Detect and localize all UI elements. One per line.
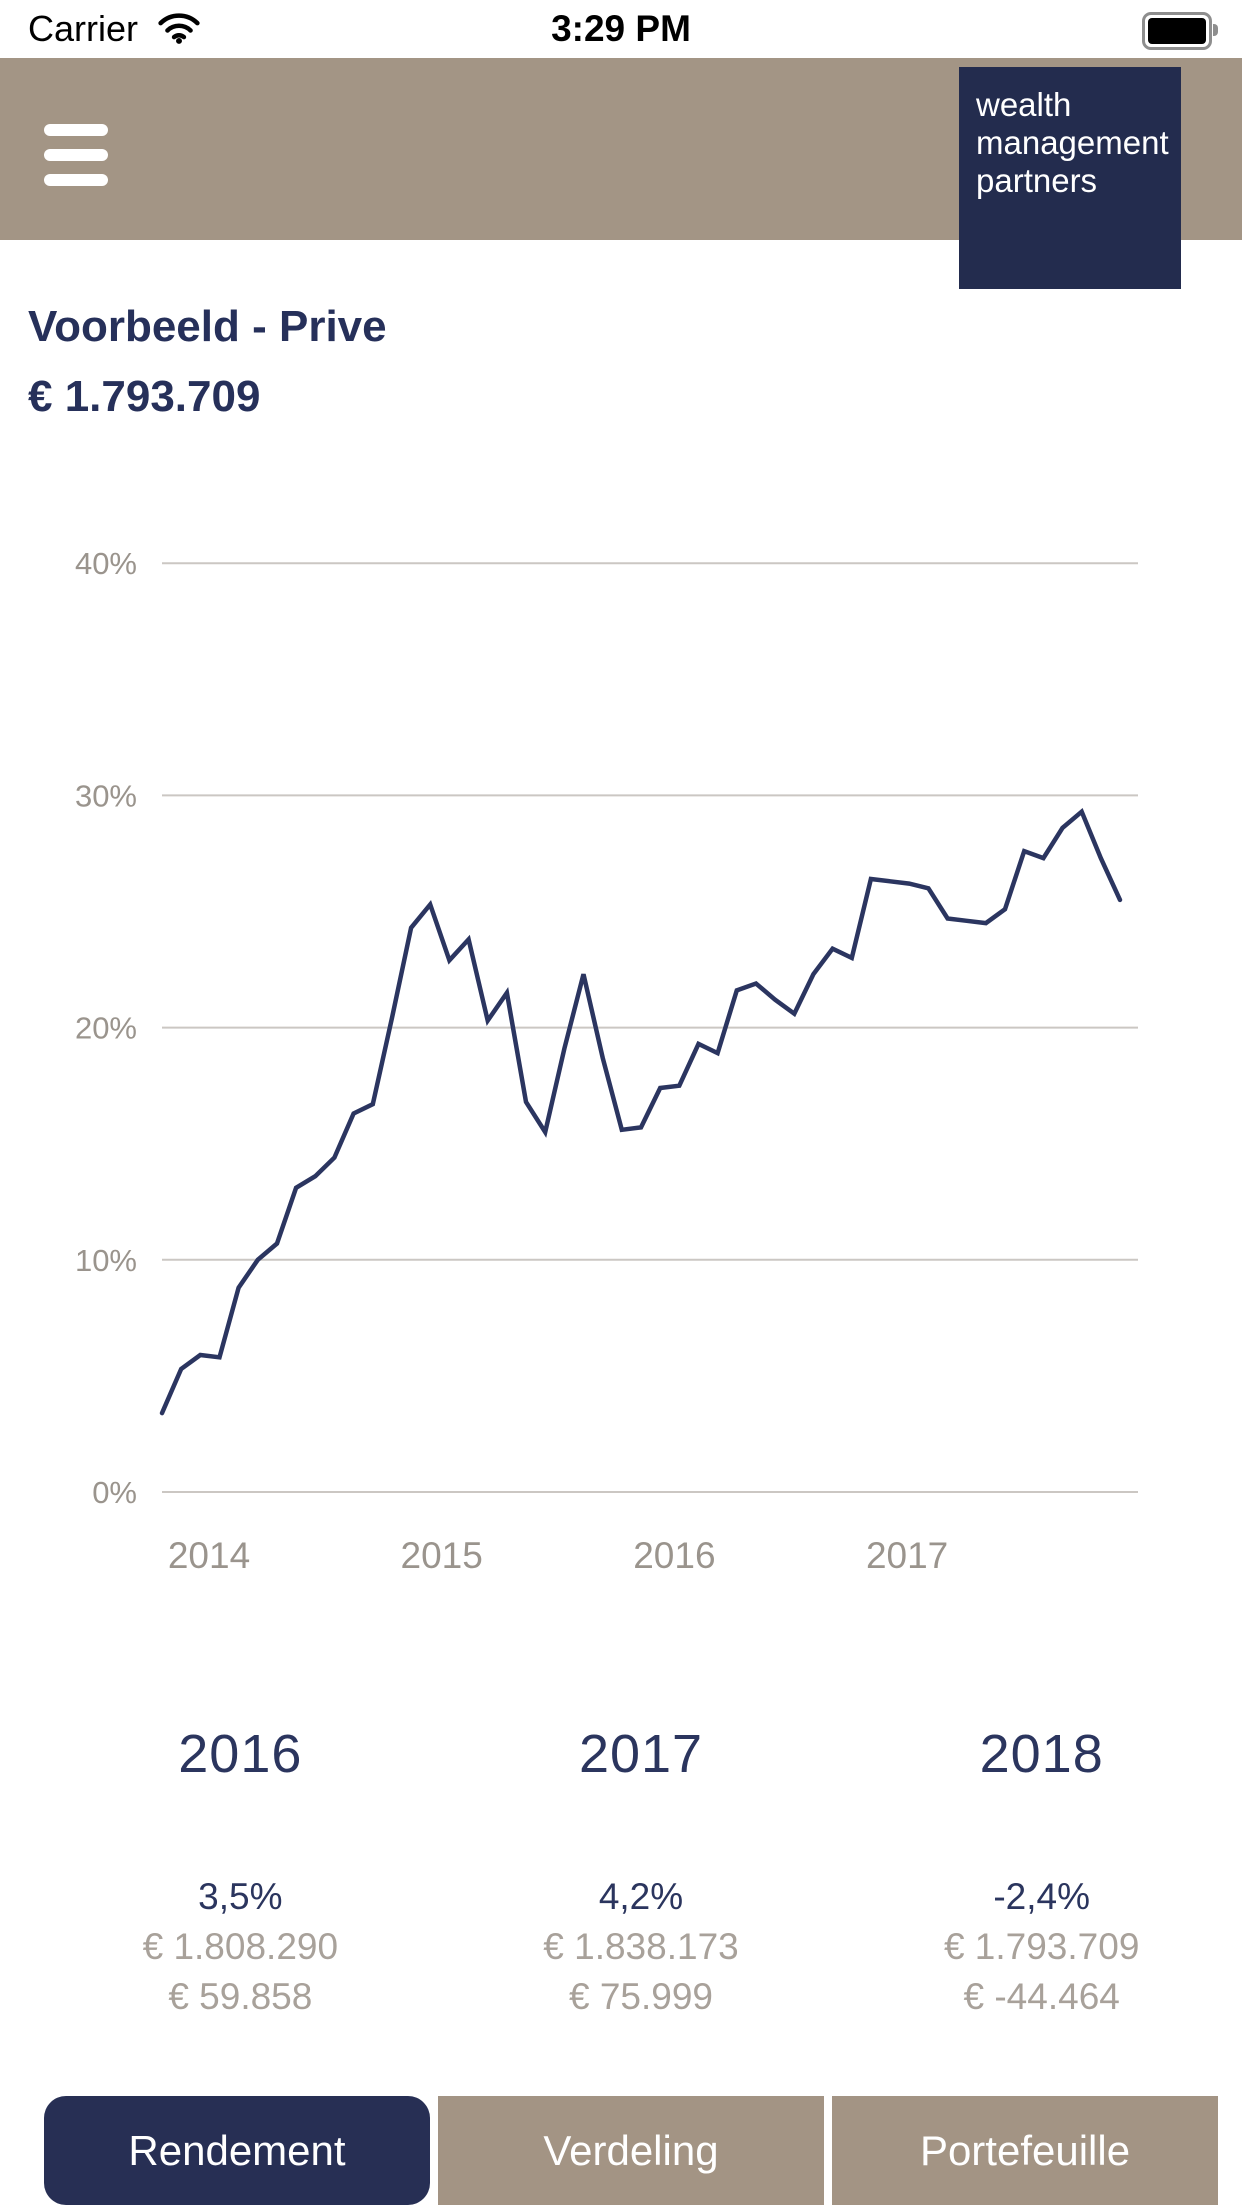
summary-return-pct: 4,2% [598, 1876, 684, 1917]
x-axis-label: 2014 [168, 1535, 250, 1576]
carrier-label: Carrier [28, 8, 139, 49]
brand-logo: wealth management partners [959, 67, 1181, 289]
summary-column-2017: 2017 4,2% € 1.838.173 € 75.999 [441, 1722, 842, 2022]
summary-end-value: € 1.808.290 [142, 1926, 339, 1967]
logo-line-1: wealth [976, 86, 1072, 123]
y-axis-label: 20% [75, 1011, 137, 1046]
summary-year: 2018 [979, 1724, 1104, 1784]
y-axis-label: 0% [92, 1475, 137, 1510]
summary-gain: € 75.999 [568, 1976, 714, 2017]
performance-chart: 40% 30% 20% 10% 0% 2014 2015 2016 2017 [0, 420, 1242, 1620]
x-axis-label: 2015 [401, 1535, 483, 1576]
tab-rendement[interactable]: Rendement [44, 2096, 430, 2205]
y-axis-label: 40% [75, 546, 137, 581]
y-axis-label: 30% [75, 778, 137, 813]
battery-full-icon [1142, 12, 1218, 50]
tab-verdeling[interactable]: Verdeling [438, 2096, 824, 2205]
account-value: € 1.793.709 [28, 372, 261, 421]
x-axis-label: 2016 [633, 1535, 715, 1576]
account-title-block: Voorbeeld - Prive € 1.793.709 [28, 292, 387, 432]
logo-line-3: partners [976, 162, 1098, 199]
yearly-summary: 2016 3,5% € 1.808.290 € 59.858 2017 4,2%… [40, 1722, 1242, 2022]
summary-year: 2017 [578, 1724, 704, 1784]
summary-end-value: € 1.838.173 [543, 1926, 739, 1967]
x-axis-label: 2017 [866, 1535, 948, 1576]
logo-line-2: management [976, 124, 1169, 161]
summary-gain: € 59.858 [168, 1976, 313, 2017]
summary-year: 2016 [178, 1724, 303, 1784]
tab-portefeuille[interactable]: Portefeuille [832, 2096, 1218, 2205]
hamburger-menu-icon[interactable] [44, 124, 108, 188]
clock: 3:29 PM [551, 8, 691, 49]
account-name: Voorbeeld - Prive [28, 302, 387, 351]
summary-column-2018: 2018 -2,4% € 1.793.709 € -44.464 [841, 1722, 1242, 2022]
summary-end-value: € 1.793.709 [943, 1926, 1140, 1967]
summary-return-pct: 3,5% [198, 1876, 283, 1917]
summary-column-2016: 2016 3,5% € 1.808.290 € 59.858 [40, 1722, 441, 2022]
wifi-icon [158, 12, 200, 49]
line-chart-svg: 40% 30% 20% 10% 0% 2014 2015 2016 2017 [75, 546, 1138, 1576]
tab-bar: Rendement Verdeling Portefeuille [44, 2096, 1218, 2205]
y-axis-label: 10% [75, 1243, 137, 1278]
performance-line [159, 807, 1123, 1416]
status-bar: Carrier 3:29 PM [0, 0, 1242, 58]
summary-return-pct: -2,4% [993, 1876, 1090, 1917]
summary-gain: € -44.464 [963, 1976, 1120, 2017]
